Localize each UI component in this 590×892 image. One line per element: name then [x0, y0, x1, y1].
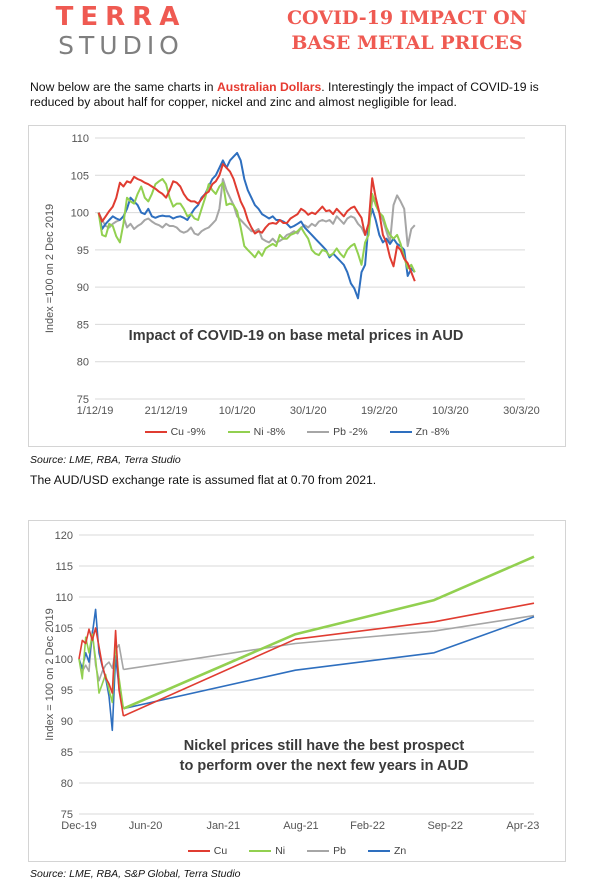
- exchange-rate-note: The AUD/USD exchange rate is assumed fla…: [30, 473, 377, 487]
- x-tick-label: 19/2/20: [361, 405, 398, 417]
- y-tick-label: 100: [55, 654, 73, 666]
- y-axis-label: Index =100 on 2 Dec 2019: [44, 204, 56, 333]
- legend-item-pb: Pb: [307, 845, 346, 857]
- intro-highlight: Australian Dollars: [216, 80, 322, 94]
- chart-aud-forecast-svg: 75 80 85 90 95 100 105 110 115 120 Dec-19 Jun-20 Jan…: [44, 530, 539, 832]
- series-line-zn: [123, 616, 535, 710]
- legend-swatch: [227, 430, 250, 434]
- chart-aud-forecast: 75 80 85 90 95 100 105 110 115 120 Dec-19 Jun-20 Jan…: [28, 520, 566, 862]
- series-line-cu: [123, 602, 535, 717]
- legend-item-zn: Zn -8%: [389, 426, 450, 438]
- legend-swatch: [389, 430, 412, 434]
- y-tick-label: 95: [77, 245, 89, 257]
- series-line-ni: [97, 178, 416, 273]
- page-title-line2: BASE METAL PRICES: [291, 32, 523, 54]
- legend-swatch: [187, 849, 210, 853]
- y-tick-label: 100: [71, 208, 89, 220]
- legend-item-pb: Pb -2%: [307, 426, 368, 438]
- legend-item-cu: Cu: [187, 845, 228, 857]
- x-tick-label: Apr-23: [506, 820, 539, 832]
- source-note-2: Source: LME, RBA, S&P Global, Terra Stud…: [30, 868, 241, 880]
- series-line-cu: [97, 163, 416, 282]
- legend-item-cu: Cu -9%: [144, 426, 206, 438]
- x-tick-label: 21/12/19: [145, 405, 188, 417]
- series-line-zn: [97, 151, 416, 300]
- legend-label: Cu -9%: [170, 426, 206, 438]
- y-tick-label: 85: [61, 747, 73, 759]
- y-tick-label: 110: [55, 592, 73, 604]
- logo-terra-text: TERRA: [55, 2, 187, 32]
- chart-aud-covid-impact-svg: 75 80 85 90 95 100 105 110 1/12/19 21/12/19 10/1/2…: [44, 133, 540, 417]
- chart2-legend: Cu Ni Pb Zn: [29, 845, 565, 857]
- source-note-1: Source: LME, RBA, Terra Studio: [30, 454, 181, 466]
- series-line-pb: [123, 614, 535, 671]
- x-tick-label: Feb-22: [350, 820, 385, 832]
- y-tick-label: 95: [61, 685, 73, 697]
- y-tick-label: 75: [77, 394, 89, 406]
- legend-label: Ni: [275, 845, 286, 857]
- y-tick-label: 115: [55, 561, 73, 573]
- legend-label: Ni -8%: [253, 426, 286, 438]
- x-tick-label: 10/1/20: [219, 405, 256, 417]
- legend-swatch: [307, 849, 330, 853]
- series-line-cu: [78, 627, 125, 717]
- y-tick-label: 120: [55, 530, 73, 542]
- y-tick-label: 90: [61, 716, 73, 728]
- y-tick-label: 80: [77, 357, 89, 369]
- x-tick-label: Jan-21: [206, 820, 240, 832]
- legend-swatch: [307, 430, 330, 434]
- x-tick-label: 10/3/20: [432, 405, 469, 417]
- legend-item-ni: Ni: [249, 845, 285, 857]
- legend-label: Zn -8%: [415, 426, 450, 438]
- legend-swatch: [249, 849, 272, 853]
- series-line-pb: [97, 178, 416, 248]
- intro-paragraph: Now below are the same charts in Austral…: [30, 80, 560, 110]
- y-tick-label: 110: [71, 133, 89, 145]
- legend-swatch: [367, 849, 390, 853]
- chart1-legend: Cu -9% Ni -8% Pb -2% Zn -8%: [29, 426, 565, 438]
- x-tick-label: 30/3/20: [503, 405, 540, 417]
- page-title-line1: COVID-19 IMPACT ON: [286, 7, 528, 29]
- chart1-annotation: Impact of COVID-19 on base metal prices …: [128, 328, 464, 344]
- legend-label: Zn: [393, 845, 407, 857]
- y-tick-label: 75: [61, 809, 73, 821]
- x-tick-label: 1/12/19: [77, 405, 114, 417]
- legend-label: Pb -2%: [333, 426, 368, 438]
- page-title: COVID-19 IMPACT ON BASE METAL PRICES: [232, 6, 582, 56]
- legend-item-ni: Ni -8%: [227, 426, 286, 438]
- legend-label: Cu: [213, 845, 228, 857]
- series-line-ni: [122, 555, 535, 710]
- y-axis-label: Index = 100 on 2 Dec 2019: [44, 608, 56, 740]
- y-tick-label: 105: [71, 170, 89, 182]
- chart-aud-covid-impact: 75 80 85 90 95 100 105 110 1/12/19 21/12/19 10/1/2…: [28, 125, 566, 447]
- x-tick-label: Aug-21: [283, 820, 318, 832]
- x-tick-label: Dec-19: [61, 820, 96, 832]
- chart2-annotation-line2: to perform over the next few years in AU…: [179, 758, 469, 774]
- logo-studio-text: STUDIO: [58, 31, 184, 60]
- x-tick-label: Jun-20: [129, 820, 163, 832]
- legend-label: Pb: [333, 845, 346, 857]
- y-tick-label: 90: [77, 282, 89, 294]
- x-tick-label: Sep-22: [427, 820, 462, 832]
- legend-item-zn: Zn: [367, 845, 407, 857]
- y-tick-label: 105: [55, 623, 73, 635]
- y-tick-label: 85: [77, 319, 89, 331]
- chart2-annotation: Nickel prices still have the best prospe…: [164, 736, 484, 776]
- chart2-annotation-line1: Nickel prices still have the best prospe…: [183, 738, 465, 754]
- x-tick-label: 30/1/20: [290, 405, 327, 417]
- terra-studio-logo: TERRA STUDIO: [36, 2, 206, 60]
- y-tick-label: 80: [61, 778, 73, 790]
- intro-part1: Now below are the same charts in: [30, 80, 217, 94]
- intro-part2: . Interestingly the impact of COVID-19 i…: [30, 80, 539, 109]
- legend-swatch: [144, 430, 167, 434]
